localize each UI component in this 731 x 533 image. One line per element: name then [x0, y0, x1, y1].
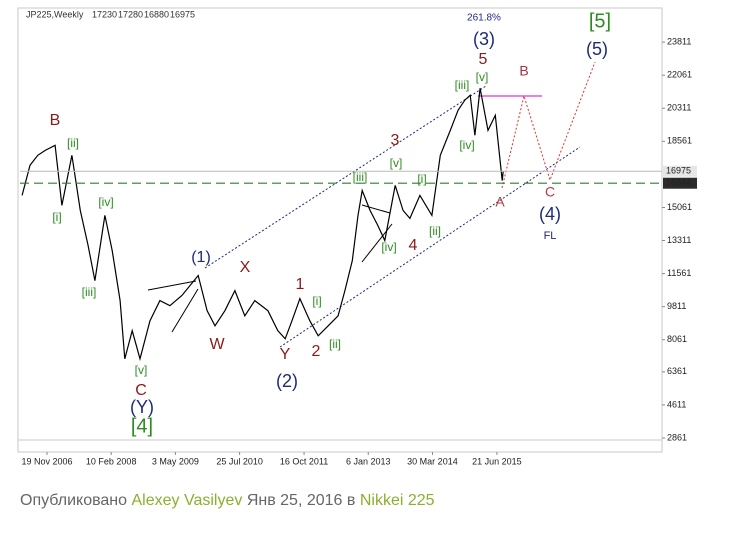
wave-label: C [545, 184, 555, 200]
y-tick-label: 2861 [667, 432, 687, 442]
x-tick-label: 16 Oct 2011 [280, 456, 328, 466]
price-badge-label: 16344 [666, 178, 691, 188]
wave-label: [iii] [455, 78, 470, 92]
x-tick-label: 25 Jul 2010 [216, 456, 263, 466]
x-tick-label: 19 Nov 2006 [21, 456, 72, 466]
high: 17280 [118, 9, 143, 19]
y-tick-label: 13311 [667, 235, 691, 245]
symbol: JP225,Weekly [26, 9, 84, 19]
channel-upper [204, 85, 487, 269]
wave-label: (Y) [130, 397, 154, 417]
wave-label: [5] [589, 10, 611, 32]
wave-label: [iv] [381, 240, 396, 254]
symbol-link[interactable]: Nikkei 225 [359, 492, 435, 509]
wave-label: [v] [390, 156, 403, 170]
y-tick-label: 11561 [667, 268, 691, 278]
wave-label: [iii] [353, 170, 368, 184]
price-line [21, 88, 504, 362]
y-tick-label: 9811 [667, 301, 686, 311]
wave-label: [i] [312, 294, 321, 308]
wave-label: A [495, 194, 505, 210]
x-tick-label: 10 Feb 2008 [86, 456, 137, 466]
y-tick-label: 18561 [667, 136, 692, 146]
channel-lower [279, 146, 581, 348]
trend-line [361, 204, 391, 214]
wave-label: Y [280, 346, 291, 363]
open: 17230 [92, 9, 117, 19]
chart: JP225,Weekly 17230 17280 16880 16975 238… [17, 7, 697, 466]
close: 16975 [170, 9, 195, 19]
y-tick-label: 6361 [667, 366, 687, 376]
wave-label: [i] [52, 210, 61, 224]
y-tick-label: 8061 [667, 334, 687, 344]
y-tick-label: 15061 [667, 202, 692, 212]
wave-label: (2) [276, 371, 298, 391]
wave-label: (3) [473, 29, 495, 49]
y-tick-label: 20311 [667, 103, 691, 113]
projection [501, 61, 596, 189]
wave-label: [ii] [429, 224, 441, 238]
wave-label: 5 [479, 51, 488, 68]
x-tick-label: 21 Jun 2015 [472, 456, 522, 466]
wave-label: [4] [131, 415, 153, 437]
wave-label: [iii] [82, 285, 97, 299]
price-badge-label: 16975 [666, 166, 691, 176]
wave-label: (4) [539, 204, 561, 224]
wave-label: C [135, 382, 147, 399]
wave-label: FL [544, 230, 557, 242]
caption-date: Янв 25, 2016 в [246, 492, 356, 509]
drawings [147, 61, 596, 348]
wave-label: [iv] [459, 138, 474, 152]
wave-label: [i] [417, 172, 426, 186]
wave-label: 3 [391, 132, 400, 149]
price-badge [663, 165, 697, 177]
trend-line [147, 280, 197, 291]
y-tick-label: 4611 [667, 399, 686, 409]
wave-label: B [519, 63, 528, 79]
x-tick-label: 3 May 2009 [152, 456, 199, 466]
wave-label: [ii] [67, 136, 79, 150]
wave-label: 4 [409, 237, 418, 254]
wave-label: 2 [312, 343, 321, 360]
x-tick-label: 6 Jan 2013 [346, 456, 391, 466]
trend-line [171, 288, 199, 333]
wave-label: (5) [586, 39, 608, 59]
ohlc: 17230 17280 16880 16975 [92, 9, 195, 19]
y-tick-label: 22061 [667, 70, 692, 80]
price-badge [663, 177, 697, 189]
chart-frame [17, 7, 663, 453]
wave-label: 261.8% [467, 13, 501, 24]
low: 16880 [144, 9, 169, 19]
wave-label: [iv] [98, 195, 113, 209]
author[interactable]: Alexey Vasilyev [131, 492, 243, 509]
caption: Опубликовано Alexey Vasilyev Янв 25, 201… [20, 492, 435, 510]
x-tick-label: 30 Mar 2014 [407, 456, 458, 466]
caption-prefix: Опубликовано [20, 492, 128, 509]
y-tick-label: 23811 [667, 36, 691, 46]
wave-label: [v] [135, 363, 148, 377]
wave-label: W [209, 336, 225, 353]
wave-label: [v] [476, 70, 489, 84]
wave-label: 1 [296, 276, 305, 293]
wave-label: X [240, 259, 251, 276]
wave-label: (1) [191, 249, 211, 266]
wave-label: B [50, 112, 61, 129]
wave-label: [ii] [329, 337, 341, 351]
